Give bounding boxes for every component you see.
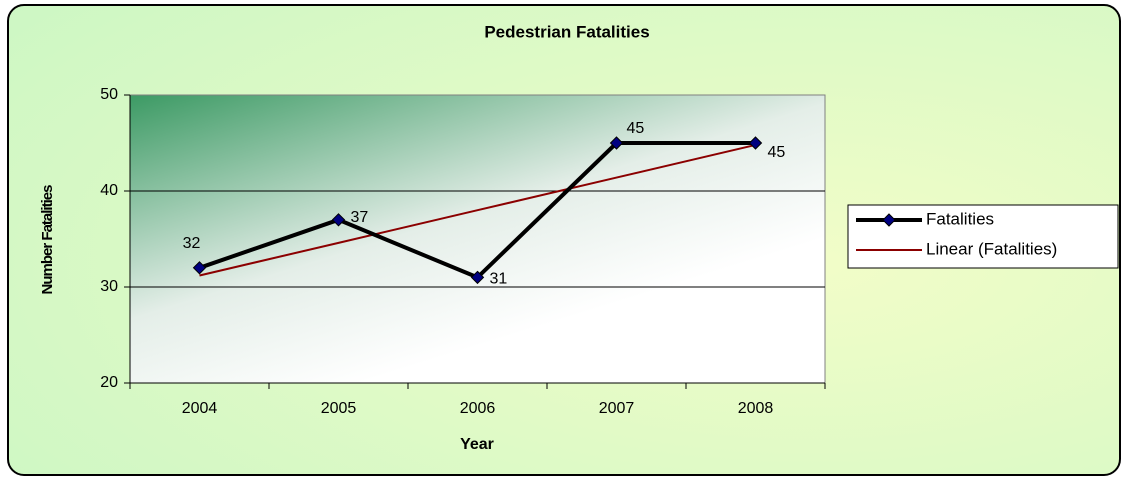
data-label: 32 [183, 235, 201, 252]
data-label: 45 [627, 120, 645, 137]
legend-marker [882, 213, 896, 227]
data-label: 45 [768, 144, 786, 161]
y-tick-label: 40 [100, 182, 118, 199]
data-label: 37 [351, 209, 369, 226]
marker [609, 136, 624, 150]
y-tick-label: 30 [100, 278, 118, 295]
x-tick-label: 2007 [599, 400, 635, 417]
x-axis-label: Year [460, 436, 494, 453]
marker [470, 270, 485, 285]
chart-title: Pedestrian Fatalities [484, 22, 649, 41]
plot-area [129, 94, 826, 384]
y-axis-label: Number Fatalities [39, 185, 56, 295]
legend-label: Fatalities [926, 209, 994, 228]
x-tick-label: 2006 [460, 400, 496, 417]
y-tick-label: 20 [100, 374, 118, 391]
marker [331, 213, 346, 227]
x-tick-label: 2004 [182, 400, 218, 417]
marker [748, 136, 763, 150]
data-label: 31 [490, 271, 508, 288]
x-tick-label: 2008 [738, 400, 774, 417]
y-tick-label: 50 [100, 86, 118, 103]
legend [847, 204, 1119, 269]
marker [192, 261, 207, 275]
trend-line [199, 143, 756, 277]
x-tick-label: 2005 [321, 400, 357, 417]
legend-label: Linear (Fatalities) [926, 239, 1057, 258]
